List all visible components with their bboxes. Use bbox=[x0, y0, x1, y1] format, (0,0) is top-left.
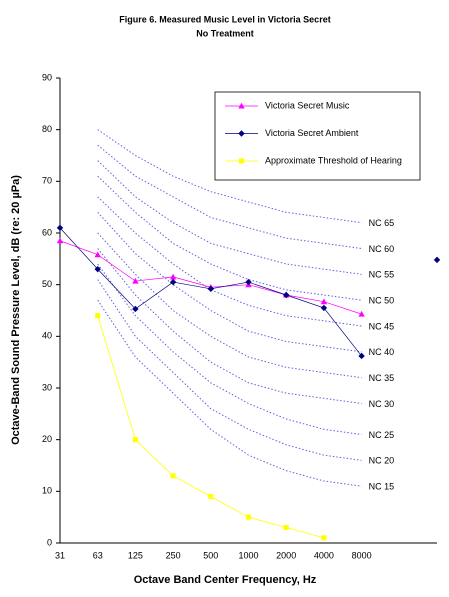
nc-curve bbox=[97, 175, 362, 301]
legend-marker bbox=[238, 102, 245, 109]
nc-curve bbox=[97, 196, 362, 327]
data-point bbox=[245, 514, 252, 520]
y-tick-label: 30 bbox=[42, 382, 52, 392]
x-axis-title: Octave Band Center Frequency, Hz bbox=[134, 574, 317, 586]
legend-marker bbox=[238, 158, 245, 164]
data-point bbox=[321, 535, 327, 541]
data-point bbox=[283, 291, 290, 299]
x-tick-label: 8000 bbox=[352, 550, 372, 560]
data-point bbox=[320, 298, 328, 305]
data-point bbox=[95, 313, 101, 319]
y-tick-label: 10 bbox=[42, 486, 52, 496]
legend-marker bbox=[238, 130, 245, 137]
nc-curve bbox=[97, 248, 362, 404]
nc-curve bbox=[97, 263, 362, 435]
x-tick-label: 250 bbox=[166, 550, 181, 560]
nc-label: NC 30 bbox=[369, 399, 395, 409]
nc-label: NC 45 bbox=[369, 321, 395, 331]
legend-box bbox=[214, 91, 421, 181]
data-point bbox=[170, 473, 176, 479]
legend-label: Victoria Secret Ambient bbox=[265, 128, 359, 138]
nc-curve bbox=[97, 232, 362, 379]
data-point bbox=[132, 277, 139, 284]
data-point bbox=[132, 305, 139, 313]
y-tick-label: 70 bbox=[42, 176, 52, 186]
nc-curve bbox=[97, 160, 362, 275]
data-point bbox=[320, 304, 328, 312]
data-point bbox=[169, 278, 177, 286]
legend-label: Approximate Threshold of Hearing bbox=[265, 155, 402, 165]
legend-label: Victoria Secret Music bbox=[265, 100, 350, 110]
nc-label: NC 35 bbox=[369, 373, 395, 383]
data-point bbox=[208, 493, 214, 500]
data-point bbox=[94, 251, 101, 258]
x-tick-label: 4000 bbox=[314, 550, 334, 560]
data-point bbox=[132, 437, 138, 443]
nc-curve bbox=[97, 299, 362, 487]
y-tick-label: 0 bbox=[47, 537, 52, 547]
data-point bbox=[433, 256, 441, 264]
data-point bbox=[283, 524, 289, 531]
data-point bbox=[94, 265, 101, 273]
x-tick-label: 125 bbox=[128, 550, 143, 560]
y-tick-label: 40 bbox=[42, 331, 52, 341]
data-point bbox=[56, 237, 64, 244]
data-point bbox=[358, 310, 365, 317]
x-tick-label: 63 bbox=[93, 550, 103, 560]
nc-label: NC 65 bbox=[369, 218, 395, 228]
chart-title: Figure 6. Measured Music Level in Victor… bbox=[119, 14, 330, 24]
data-point bbox=[245, 278, 252, 286]
data-point bbox=[56, 224, 64, 232]
data-point bbox=[169, 273, 177, 280]
nc-curve bbox=[97, 144, 362, 249]
y-tick-label: 60 bbox=[42, 227, 52, 237]
series-line bbox=[97, 315, 325, 539]
y-tick-label: 90 bbox=[42, 72, 52, 82]
y-tick-label: 50 bbox=[42, 279, 52, 289]
x-tick-label: 1000 bbox=[238, 550, 258, 560]
x-tick-label: 31 bbox=[55, 550, 65, 560]
nc-label: NC 60 bbox=[369, 244, 395, 254]
nc-label: NC 40 bbox=[369, 347, 395, 357]
y-tick-label: 80 bbox=[42, 124, 52, 134]
nc-curve bbox=[97, 129, 362, 224]
x-tick-label: 2000 bbox=[276, 550, 296, 560]
nc-label: NC 50 bbox=[369, 296, 395, 306]
nc-label: NC 25 bbox=[369, 430, 395, 440]
y-tick-label: 20 bbox=[42, 434, 52, 444]
nc-label: NC 15 bbox=[369, 482, 395, 492]
data-point bbox=[207, 285, 214, 292]
x-tick-label: 500 bbox=[203, 550, 218, 560]
y-axis-title: Octave-Band Sound Pressure Level, dB (re… bbox=[10, 175, 22, 445]
nc-curve bbox=[97, 211, 362, 353]
nc-label: NC 55 bbox=[369, 270, 395, 280]
data-point bbox=[358, 352, 365, 360]
chart-subtitle: No Treatment bbox=[196, 28, 254, 38]
nc-label: NC 20 bbox=[369, 456, 395, 466]
